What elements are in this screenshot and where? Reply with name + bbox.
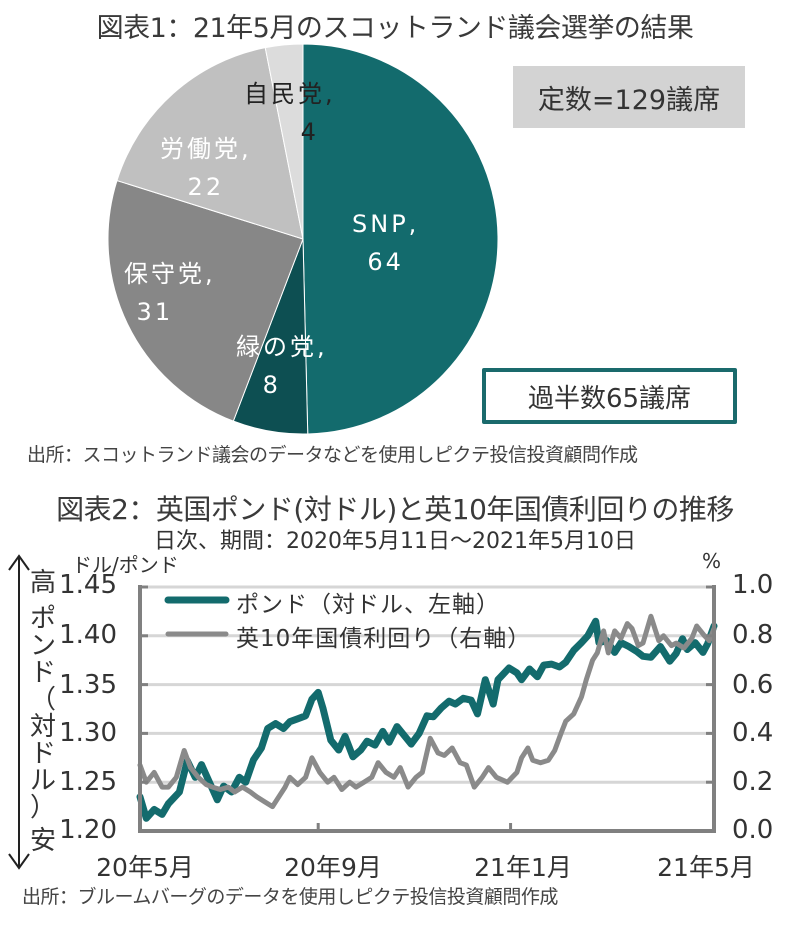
left-tick-1.35: 1.35: [59, 670, 117, 700]
pie-slice-3: [116, 47, 304, 240]
arrow-up-icon: [8, 554, 30, 571]
pie-label-labour-name: 労働党,: [160, 135, 252, 163]
pie-label-libdem: 自民党, 4: [244, 75, 336, 151]
pie-chart: [107, 43, 499, 435]
x-tick-2021-05: 21年5月: [657, 853, 755, 882]
figure2-title: 図表2：英国ポンド(対ドル)と英10年国債利回りの推移: [56, 493, 734, 526]
left-tick-1.25: 1.25: [59, 767, 117, 797]
pie-label-libdem-name: 自民党,: [244, 80, 336, 108]
label-pound-vertical: ポンド（対ドル）: [30, 606, 56, 822]
pie-label-conservative: 保守党, 31: [124, 255, 216, 331]
right-tick-0.2: 0.2: [732, 767, 774, 797]
total-seats-box: 定数=129議席: [513, 66, 745, 128]
axes: [138, 585, 716, 833]
pie-label-conservative-value: 31: [136, 298, 174, 326]
label-high: 高: [30, 568, 57, 598]
vertical-char: ド: [30, 739, 57, 769]
x-tick-2021-01: 21年1月: [474, 853, 572, 882]
pie-label-green-value: 8: [262, 371, 281, 399]
legend-label-gilt: 英10年国債利回り（右軸）: [236, 626, 532, 652]
x-tick-2020-09: 20年9月: [284, 853, 382, 882]
vertical-char: ド: [30, 658, 57, 688]
right-tick-0.4: 0.4: [732, 718, 774, 748]
pie-label-snp: SNP, 64: [352, 205, 419, 281]
pie-slice-2: [107, 179, 304, 422]
vertical-char: ポ: [30, 604, 57, 634]
pie-label-labour-value: 22: [187, 173, 225, 201]
vertical-char: 対: [30, 712, 57, 742]
figure1-title: 図表1：21年5月のスコットランド議会選挙の結果: [96, 13, 694, 44]
pie-label-green: 緑の党, 8: [236, 328, 328, 404]
legend-label-pound: ポンド（対ドル、左軸）: [236, 592, 500, 618]
vertical-char: ン: [30, 631, 57, 661]
pie-label-snp-value: 64: [367, 248, 404, 276]
vertical-char: （: [30, 685, 57, 715]
left-tick-1.20: 1.20: [59, 815, 117, 845]
pie-label-labour: 労働党, 22: [160, 130, 252, 206]
label-low: 安: [30, 826, 57, 856]
left-axis-unit: ドル/ポンド: [72, 553, 179, 577]
series-pound-line: [136, 617, 718, 822]
right-tick-1.0: 1.0: [732, 570, 774, 600]
vertical-char: ル: [30, 766, 57, 796]
left-tick-1.45: 1.45: [59, 570, 117, 600]
majority-box: 過半数65議席: [482, 368, 737, 424]
right-tick-0.0: 0.0: [732, 815, 774, 845]
figure2-source: 出所：ブルームバーグのデータを使用しピクテ投信投資顧問作成: [22, 886, 558, 908]
pie-label-green-name: 緑の党,: [236, 333, 328, 361]
figure1-source: 出所：スコットランド議会のデータなどを使用しピクテ投信投資顧問作成: [27, 444, 638, 466]
pie-slice-0: [302, 43, 499, 435]
pie-label-conservative-name: 保守党,: [124, 260, 216, 288]
left-tick-1.40: 1.40: [59, 620, 117, 650]
x-tick-2020-05: 20年5月: [96, 853, 194, 882]
legend: [164, 596, 230, 637]
arrow-down-icon: [8, 853, 30, 870]
pie-label-libdem-value: 4: [300, 118, 319, 146]
figure2-subtitle: 日次、期間：2020年5月11日～2021年5月10日: [154, 529, 636, 554]
label-pound-vertical-text: ポンド（対ドル）: [30, 606, 56, 822]
pie-label-snp-name: SNP,: [352, 210, 420, 238]
pie-slices: [107, 43, 499, 435]
left-tick-1.30: 1.30: [59, 718, 117, 748]
right-tick-0.8: 0.8: [732, 620, 774, 650]
right-axis-unit: %: [702, 549, 722, 573]
vertical-char: ）: [30, 793, 57, 823]
series-gilt-line: [137, 613, 717, 810]
series-lines: [136, 613, 718, 822]
pie-slice-4: [264, 43, 304, 240]
vertical-arrow: [8, 554, 30, 870]
right-tick-0.6: 0.6: [732, 670, 774, 700]
